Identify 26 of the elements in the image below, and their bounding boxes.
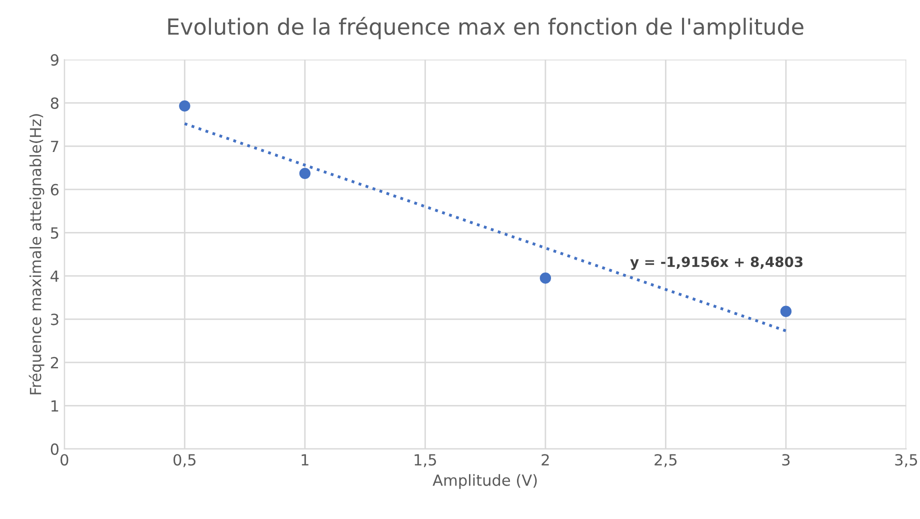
x-tick-label: 0,5 (174, 454, 196, 468)
y-tick-label: 7 (51, 140, 58, 152)
y-tick-label: 0 (50, 443, 59, 455)
y-tick-label: 1 (51, 400, 58, 412)
x-tick-label: 2,5 (654, 454, 676, 468)
y-tick-label: 8 (50, 97, 58, 109)
x-tick-label: 0 (60, 454, 68, 466)
y-tick-label: 9 (50, 54, 58, 66)
chart-title: Evolution de la fréquence max en fonction de l'amplitude (168, 16, 804, 40)
x-tick-label: 3 (782, 454, 790, 466)
x-tick-label: 1,5 (414, 454, 436, 468)
point (299, 168, 311, 180)
annotation: y = -1,9156x + 8,4803 (630, 256, 802, 270)
y-axis-title: Fréquence maximale atteignable(Hz) (28, 114, 44, 394)
x-axis-title: Amplitude (V) (432, 474, 537, 489)
point (780, 306, 792, 318)
y-tick-label: 4 (50, 270, 59, 282)
y-tick-label: 3 (50, 314, 58, 326)
y-tick-label: 6 (50, 184, 59, 196)
point (179, 100, 190, 112)
x-tick-label: 1 (302, 454, 308, 466)
point (540, 272, 552, 284)
y-tick-label: 2 (50, 356, 58, 368)
x-tick-label: 2 (542, 454, 549, 466)
y-tick-label: 5 (51, 227, 58, 239)
x-tick-label: 3,5 (895, 454, 918, 468)
